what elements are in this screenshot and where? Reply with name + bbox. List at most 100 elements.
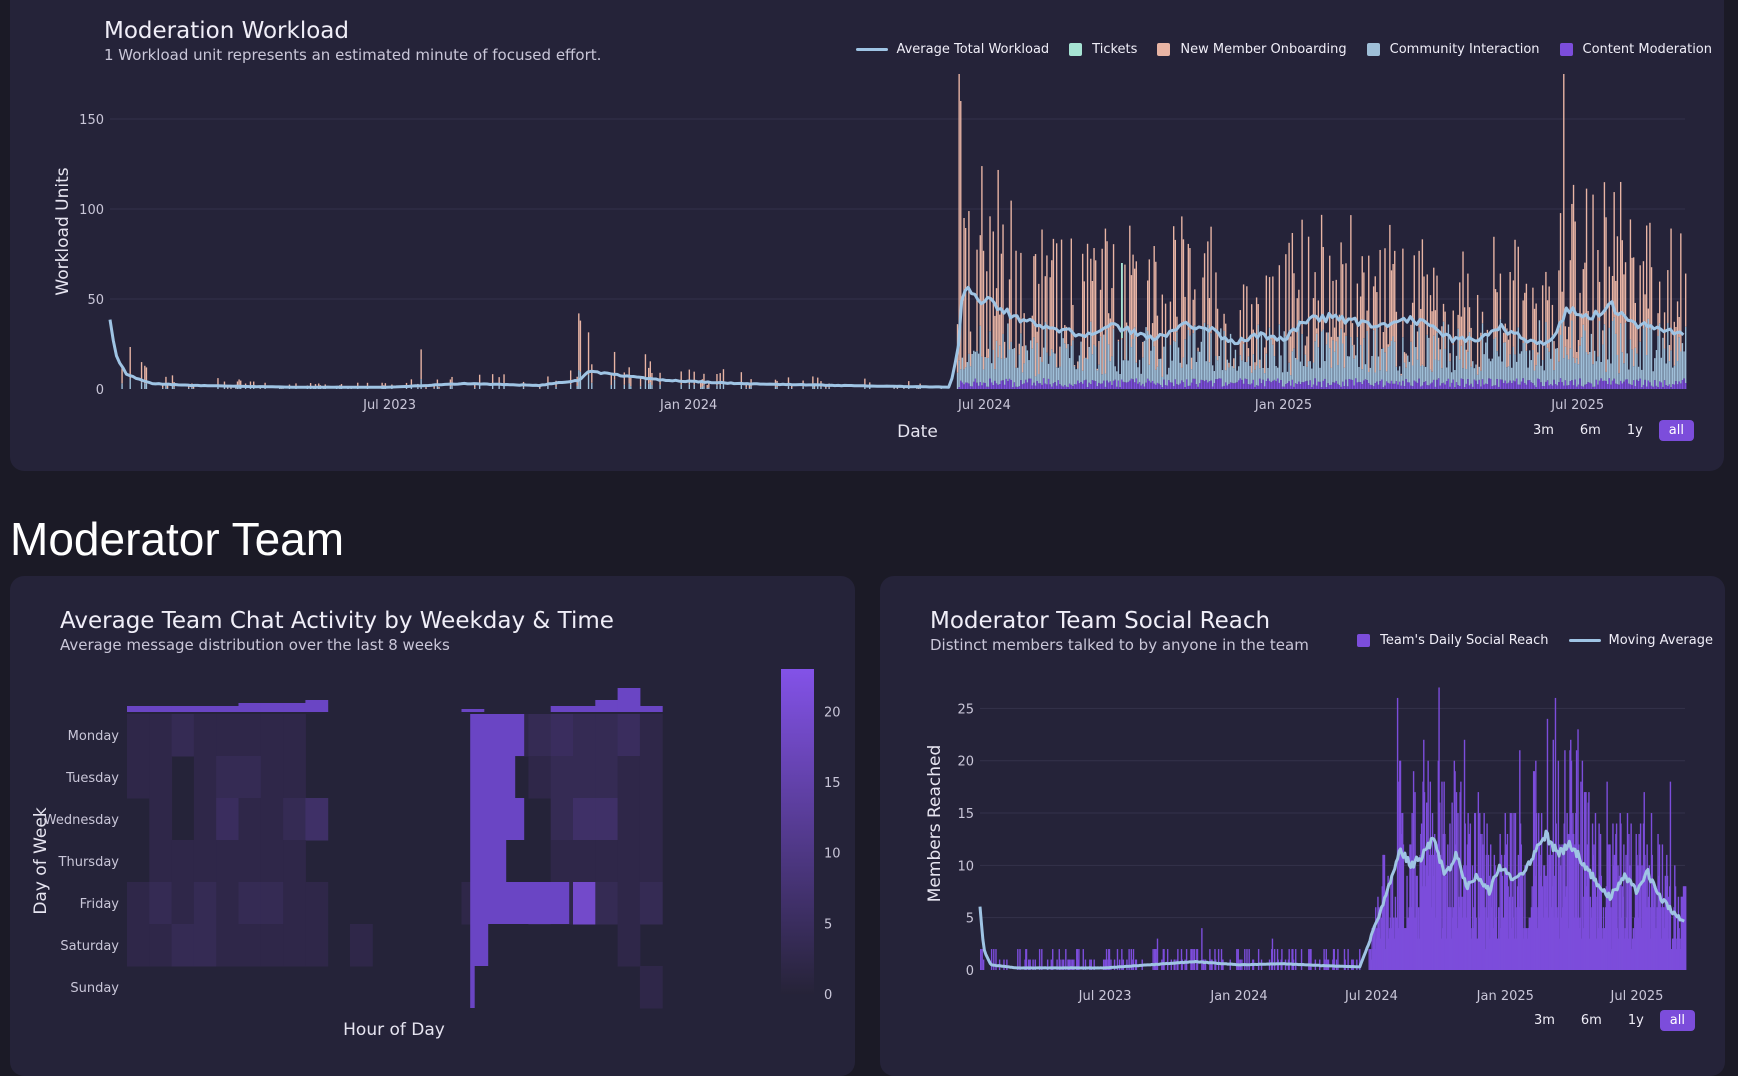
content-moderation-bar xyxy=(1444,385,1445,389)
onboarding-bar xyxy=(1132,255,1133,339)
onboarding-bar xyxy=(997,170,998,357)
onboarding-bar xyxy=(425,387,426,388)
reach-bar xyxy=(1215,960,1216,970)
colorbar-tick-label: 20 xyxy=(824,705,841,720)
heatmap-cell xyxy=(261,882,284,925)
content-moderation-bar xyxy=(1376,382,1377,389)
community-interaction-bar xyxy=(1428,338,1429,385)
community-interaction-bar xyxy=(1573,358,1574,385)
row-marginal-bar xyxy=(470,756,515,798)
content-moderation-bar xyxy=(989,379,990,389)
content-moderation-bar xyxy=(1180,384,1181,389)
onboarding-bar xyxy=(1090,259,1091,322)
content-moderation-bar xyxy=(1053,383,1054,389)
range-button-3m[interactable]: 3m xyxy=(1524,1010,1565,1031)
community-interaction-bar xyxy=(437,387,438,389)
community-interaction-bar xyxy=(1453,345,1454,380)
content-moderation-bar xyxy=(1324,379,1325,389)
community-interaction-bar xyxy=(1041,362,1042,385)
community-interaction-bar xyxy=(1017,368,1018,387)
onboarding-bar xyxy=(1298,290,1299,320)
community-interaction-bar xyxy=(1111,356,1112,385)
onboarding-bar xyxy=(420,349,421,379)
onboarding-bar xyxy=(1053,239,1054,352)
community-interaction-bar xyxy=(1414,321,1415,380)
content-moderation-bar xyxy=(1418,379,1419,389)
range-button-all[interactable]: all xyxy=(1659,420,1694,441)
heatmap-cell xyxy=(194,798,217,841)
community-interaction-bar xyxy=(1636,354,1637,380)
community-interaction-bar xyxy=(1540,366,1541,382)
community-interaction-bar xyxy=(1410,342,1411,386)
community-interaction-bar xyxy=(1467,352,1468,379)
content-moderation-bar xyxy=(1597,385,1598,389)
content-moderation-bar xyxy=(1223,386,1224,389)
community-interaction-bar xyxy=(1340,329,1341,387)
heatmap-cell xyxy=(640,756,663,799)
community-interaction-bar xyxy=(1661,358,1662,383)
community-interaction-bar xyxy=(1561,320,1562,382)
community-interaction-bar xyxy=(1464,340,1465,387)
content-moderation-bar xyxy=(1119,387,1120,389)
heatmap-cell xyxy=(194,714,217,757)
content-moderation-bar xyxy=(1279,383,1280,389)
community-interaction-bar xyxy=(1635,348,1636,386)
community-interaction-bar xyxy=(576,386,577,389)
content-moderation-bar xyxy=(1106,380,1107,389)
content-moderation-bar xyxy=(1300,384,1301,389)
content-moderation-bar xyxy=(1555,384,1556,389)
onboarding-bar xyxy=(1444,312,1445,349)
community-interaction-bar xyxy=(750,387,751,389)
onboarding-bar xyxy=(1464,307,1465,340)
content-moderation-bar xyxy=(1336,381,1337,389)
community-interaction-bar xyxy=(1134,327,1135,382)
onboarding-bar xyxy=(1602,330,1603,344)
heatmap-chart[interactable]: MondayTuesdayWednesdayThursdayFridaySatu… xyxy=(10,576,855,1076)
content-moderation-bar xyxy=(1427,385,1428,389)
content-moderation-bar xyxy=(1282,387,1283,389)
community-interaction-bar xyxy=(1319,368,1320,382)
content-moderation-bar xyxy=(1274,380,1275,389)
heatmap-cell xyxy=(305,924,328,967)
content-moderation-bar xyxy=(1485,384,1486,389)
reach-bar xyxy=(1192,949,1193,970)
column-marginal-bar xyxy=(283,703,306,712)
onboarding-bar xyxy=(1405,354,1406,368)
onboarding-bar xyxy=(1285,254,1286,336)
content-moderation-bar xyxy=(1308,385,1309,389)
range-button-6m[interactable]: 6m xyxy=(1571,1010,1612,1031)
range-button-all[interactable]: all xyxy=(1660,1010,1695,1031)
community-interaction-bar xyxy=(1483,354,1484,384)
community-interaction-bar xyxy=(1171,361,1172,383)
community-interaction-bar xyxy=(1423,366,1424,382)
community-interaction-bar xyxy=(1602,345,1603,381)
reach-bar xyxy=(1186,949,1187,970)
onboarding-bar xyxy=(1305,345,1306,354)
community-interaction-bar xyxy=(1420,366,1421,386)
content-moderation-bar xyxy=(1366,380,1367,389)
community-interaction-bar xyxy=(1214,371,1215,383)
reach-bar xyxy=(1244,949,1245,970)
range-button-3m[interactable]: 3m xyxy=(1523,420,1564,441)
content-moderation-bar xyxy=(1448,379,1449,389)
range-button-1y[interactable]: 1y xyxy=(1618,1010,1654,1031)
community-interaction-bar xyxy=(1521,351,1522,381)
heatmap-cell xyxy=(551,714,574,757)
content-moderation-bar xyxy=(1290,386,1291,389)
community-interaction-bar xyxy=(162,388,163,389)
onboarding-bar xyxy=(1391,270,1392,341)
content-moderation-bar xyxy=(1422,386,1423,389)
content-moderation-bar xyxy=(1394,384,1395,389)
content-moderation-bar xyxy=(1001,381,1002,389)
onboarding-bar xyxy=(1093,248,1094,345)
onboarding-bar xyxy=(1191,358,1192,370)
range-button-6m[interactable]: 6m xyxy=(1570,420,1611,441)
content-moderation-bar xyxy=(1407,382,1408,389)
onboarding-bar xyxy=(1264,347,1265,373)
range-button-1y[interactable]: 1y xyxy=(1617,420,1653,441)
content-moderation-bar xyxy=(1405,379,1406,389)
onboarding-bar xyxy=(1059,347,1060,367)
onboarding-bar xyxy=(996,288,997,341)
